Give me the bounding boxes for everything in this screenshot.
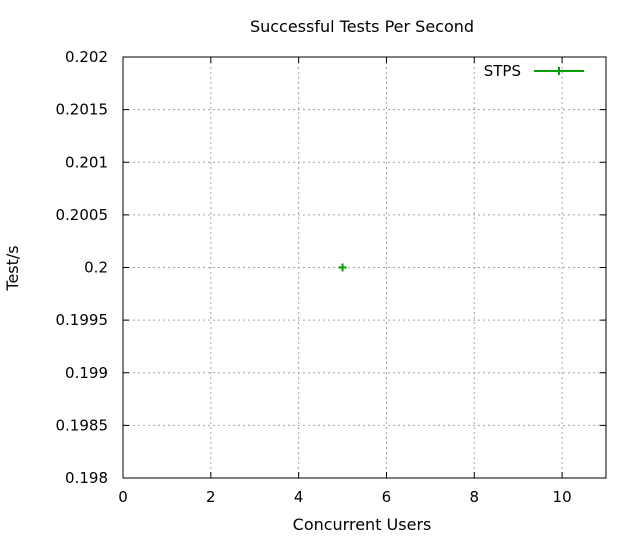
y-tick-label: 0.2015 xyxy=(56,101,109,119)
chart-title: Successful Tests Per Second xyxy=(250,17,474,36)
y-tick-label: 0.201 xyxy=(65,153,108,171)
data-point xyxy=(338,263,347,272)
y-tick-label: 0.1985 xyxy=(56,416,109,434)
axis-ticks: 0 2 4 6 8 10 0.198 0.1985 0.199 0.1995 0.2 0.2005 0.… xyxy=(56,48,606,506)
y-tick-label: 0.1995 xyxy=(56,311,109,329)
y-tick-label: 0.199 xyxy=(65,364,108,382)
grid xyxy=(123,57,606,478)
y-axis-label: Test/s xyxy=(3,245,22,291)
legend-label-stps: STPS xyxy=(484,62,521,80)
legend: STPS xyxy=(484,62,584,80)
x-tick-label: 4 xyxy=(294,488,304,506)
x-tick-label: 8 xyxy=(469,488,479,506)
y-tick-label: 0.2 xyxy=(84,259,108,277)
x-axis-label: Concurrent Users xyxy=(293,515,432,534)
y-tick-label: 0.2005 xyxy=(56,206,109,224)
y-tick-label: 0.202 xyxy=(65,48,108,66)
data-points xyxy=(338,263,347,272)
x-tick-label: 10 xyxy=(553,488,572,506)
x-tick-label: 2 xyxy=(206,488,216,506)
x-tick-label: 0 xyxy=(118,488,128,506)
x-tick-label: 6 xyxy=(382,488,392,506)
y-tick-label: 0.198 xyxy=(65,469,108,487)
